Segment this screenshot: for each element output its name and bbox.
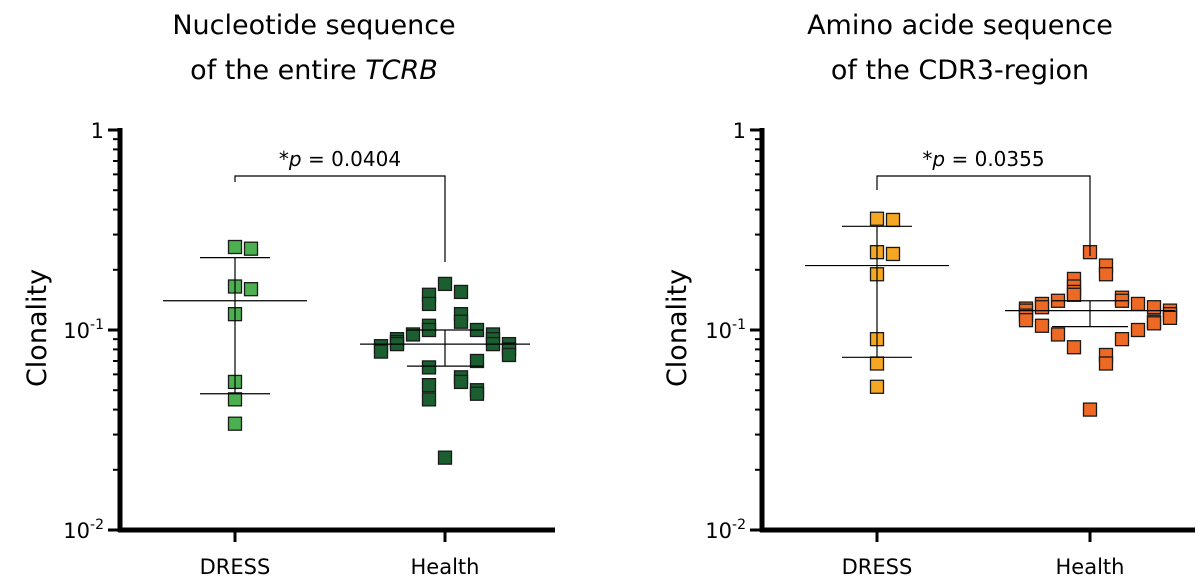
chart-title-line2: of the CDR3-region [831, 55, 1089, 86]
chart-title-gene-italic: TCRB [365, 55, 438, 86]
data-point [469, 386, 485, 401]
data-point [421, 296, 437, 312]
data-point [243, 241, 259, 256]
data-point [1034, 318, 1050, 333]
data-point [1034, 300, 1050, 315]
y-tick-label: 10-1 [63, 317, 104, 343]
chart-title-line2: of the entire TCRB [190, 55, 438, 86]
data-point [1098, 267, 1114, 282]
data-point [1162, 310, 1178, 326]
significance-bracket [876, 175, 1091, 256]
y-tick-label: 10-2 [705, 517, 746, 543]
data-point [453, 284, 469, 300]
data-point [1050, 327, 1066, 342]
chart-panel: 1 10-1 10-2 DRESS Health *p = 0.0355 [705, 119, 1195, 579]
chart-title-line2-text: of the entire [190, 55, 365, 86]
data-point [227, 239, 243, 255]
y-tick-label: 10-2 [63, 517, 104, 543]
chart-panel: 1 10-1 10-2 DRESS Health *p = 0.0404 [63, 119, 555, 579]
y-tick-label: 10-1 [705, 317, 746, 343]
y-tick-label: 1 [733, 119, 746, 143]
data-point [1018, 313, 1034, 328]
data-point [885, 212, 901, 228]
y-axis-label: Clonality [662, 269, 693, 387]
data-point [421, 392, 437, 407]
significance-bracket [234, 175, 446, 262]
data-point [1082, 402, 1098, 417]
x-tick-label: DRESS [842, 555, 913, 579]
data-point [1130, 296, 1146, 312]
data-point [469, 353, 485, 369]
data-point [437, 276, 453, 292]
data-point [453, 374, 469, 390]
data-point [453, 314, 469, 329]
data-point [421, 377, 437, 393]
data-point [1146, 300, 1162, 315]
x-tick-label: Health [411, 555, 480, 579]
data-point [501, 347, 517, 363]
data-point [227, 392, 243, 407]
data-point [227, 416, 243, 431]
y-axis-label: Clonality [22, 269, 53, 387]
data-point [1114, 332, 1130, 347]
chart-title-line2-text: of the CDR3-region [831, 55, 1089, 86]
data-point [869, 211, 885, 226]
chart-title-line1: Nucleotide sequence [172, 10, 455, 41]
p-value-annotation: *p = 0.0404 [279, 147, 401, 171]
data-point [437, 450, 453, 465]
p-value-annotation: *p = 0.0355 [922, 147, 1044, 171]
data-point [869, 356, 885, 371]
data-point [1066, 287, 1082, 302]
data-point [1098, 356, 1114, 371]
data-point [373, 344, 389, 359]
data-point [243, 282, 259, 297]
data-point [1146, 316, 1162, 331]
data-point [421, 360, 437, 375]
chart-title-line1: Amino acide sequence [807, 10, 1113, 41]
x-tick-label: DRESS [200, 555, 271, 579]
data-point [1130, 322, 1146, 338]
x-tick-label: Health [1056, 555, 1125, 579]
data-point [869, 379, 885, 394]
data-point [1066, 340, 1082, 355]
data-point [885, 246, 901, 262]
data-point [405, 327, 421, 342]
y-tick-label: 1 [91, 119, 104, 143]
